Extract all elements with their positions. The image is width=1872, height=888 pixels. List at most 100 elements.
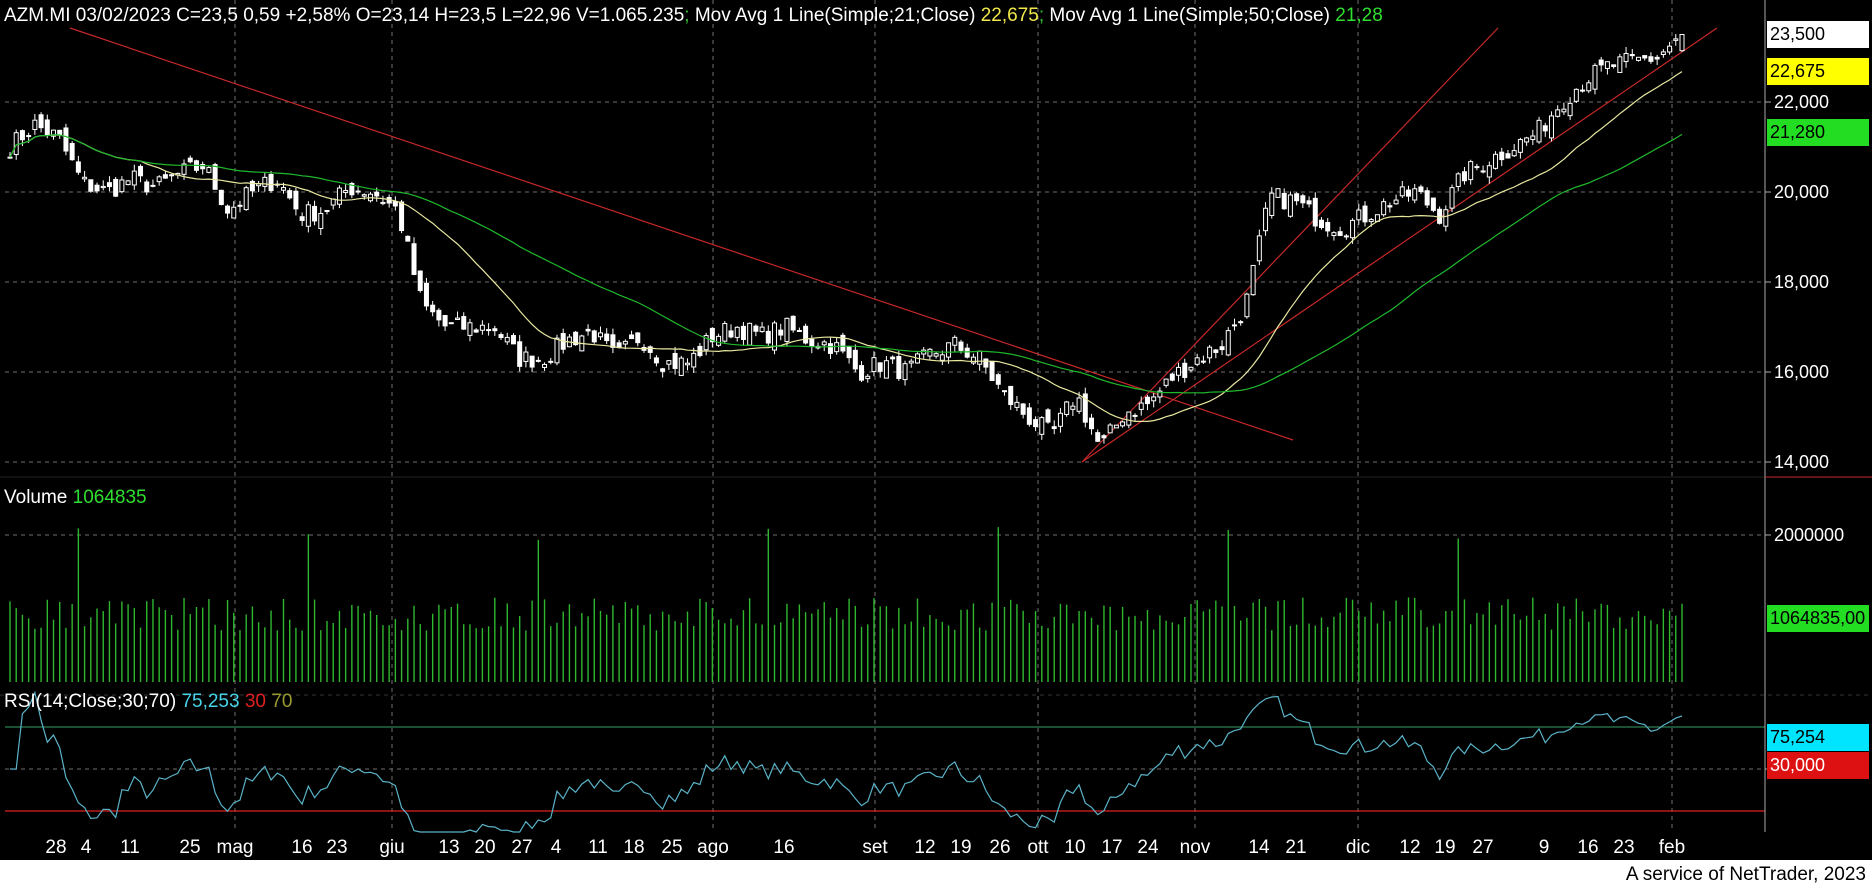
candle-body <box>32 119 38 130</box>
candle-body <box>399 201 405 232</box>
candle-body <box>100 185 106 189</box>
candle-body <box>268 173 274 191</box>
candle-body <box>834 342 840 353</box>
candle-body <box>225 205 231 214</box>
candle-body <box>492 328 498 332</box>
rsi-value: 75,253 <box>181 691 240 712</box>
candle-body <box>709 327 715 343</box>
candle-body <box>778 329 784 336</box>
candle-body <box>448 322 454 325</box>
candle-body <box>827 343 833 354</box>
x-tick-label: 12 <box>1399 837 1420 858</box>
candle-body <box>473 329 479 333</box>
candle-body <box>933 353 939 357</box>
candle-body <box>343 190 349 194</box>
candle-body <box>1555 109 1561 117</box>
candle-body <box>1269 192 1275 216</box>
candle-body <box>1499 151 1505 161</box>
x-tick-label: 25 <box>179 837 200 858</box>
rsi-line <box>5 690 1765 833</box>
candle-body <box>517 341 523 367</box>
candle-body <box>647 346 653 353</box>
candle-body <box>1468 161 1474 181</box>
candle-body <box>1182 362 1188 378</box>
candle-body <box>1300 195 1306 204</box>
candle-body <box>890 356 896 360</box>
candle-body <box>784 317 790 342</box>
price-tag-ma21: 22,675 <box>1767 58 1869 85</box>
candle-body <box>1654 56 1660 60</box>
rsi-low-tag: 30,000 <box>1767 752 1869 779</box>
sep-1: ; <box>684 5 690 26</box>
candle-body <box>747 322 753 346</box>
candle-body <box>1362 205 1368 223</box>
candle-body <box>442 315 448 327</box>
candle-body <box>312 205 318 222</box>
candle-body <box>1461 171 1467 182</box>
candle-body <box>1051 426 1057 430</box>
x-tick-label: 20 <box>474 837 495 858</box>
candle-body <box>336 187 342 205</box>
candle-body <box>51 129 57 137</box>
candle-body <box>113 178 119 197</box>
trendlines <box>69 27 1718 463</box>
candle-body <box>486 329 492 332</box>
candle-body <box>150 184 156 187</box>
candle-body <box>1406 189 1412 197</box>
candle-body <box>1200 360 1206 363</box>
candle-body <box>908 360 914 364</box>
price-tick-label: 22,000 <box>1774 92 1829 112</box>
candle-body <box>1095 432 1101 442</box>
candle-body <box>218 189 224 205</box>
candle-body <box>1219 346 1225 351</box>
volume-tag: 1064835,00 <box>1767 605 1869 632</box>
x-tick-label: 16 <box>1577 837 1598 858</box>
candle-body <box>1623 53 1629 63</box>
candle-body <box>722 323 728 342</box>
ma50-value: 21,28 <box>1335 5 1383 26</box>
candle-body <box>535 359 541 362</box>
candle-body <box>1393 199 1399 205</box>
candle-body <box>1325 222 1331 232</box>
candle-body <box>902 363 908 381</box>
ma50-line <box>9 133 1683 394</box>
candle-body <box>1561 108 1567 113</box>
price-tick-label: 16,000 <box>1774 362 1829 382</box>
candle-body <box>1294 193 1300 202</box>
volume-header: Volume 1064835 <box>4 487 147 509</box>
x-tick-label: set <box>862 837 888 858</box>
candle-body <box>324 209 330 212</box>
candle-body <box>939 354 945 361</box>
candle-body <box>672 352 678 369</box>
candle-body <box>1101 435 1107 439</box>
candle-body <box>970 356 976 364</box>
candle-body <box>1312 197 1318 227</box>
candle-body <box>38 114 44 129</box>
candle-body <box>983 358 989 368</box>
candle-body <box>946 342 952 358</box>
candle-body <box>734 326 740 338</box>
candle-body <box>138 165 144 177</box>
candle-body <box>212 164 218 190</box>
candle-body <box>1331 232 1337 237</box>
price-tag-last: 23,500 <box>1767 21 1869 48</box>
axes: 14,00016,00018,00020,00022,000200000050,… <box>45 0 1872 858</box>
candle-body <box>1586 82 1592 92</box>
candle-body <box>1642 55 1648 59</box>
candle-body <box>765 330 771 344</box>
candle-body <box>1536 119 1542 143</box>
candle-body <box>1455 173 1461 187</box>
candle-body <box>1486 165 1492 178</box>
candle-body <box>548 360 554 363</box>
candle-body <box>44 119 50 136</box>
candle-body <box>106 182 112 188</box>
candle-body <box>660 368 666 372</box>
x-tick-label: 17 <box>1101 837 1122 858</box>
x-tick-label: 9 <box>1539 837 1550 858</box>
candle-body <box>1517 139 1523 153</box>
candle-body <box>355 190 361 193</box>
candle-body <box>1082 393 1088 423</box>
candle-body <box>88 179 94 192</box>
candle-body <box>461 316 467 330</box>
